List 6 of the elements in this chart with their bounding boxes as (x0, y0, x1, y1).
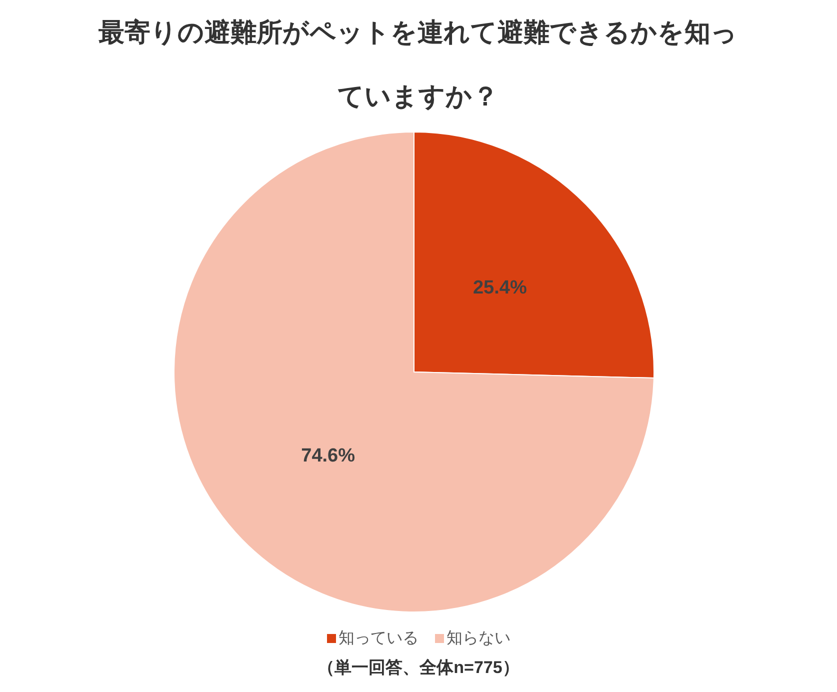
chart-title: 最寄りの避難所がペットを連れて避難できるかを知っていますか？ (98, 17, 738, 111)
legend-label: 知らない (446, 630, 510, 647)
legend-label: 知っている (338, 630, 418, 647)
data-label: 25.4% (472, 278, 527, 299)
data-label: 74.6% (301, 445, 356, 466)
text: （単一回答、全体n=775） (316, 657, 520, 679)
